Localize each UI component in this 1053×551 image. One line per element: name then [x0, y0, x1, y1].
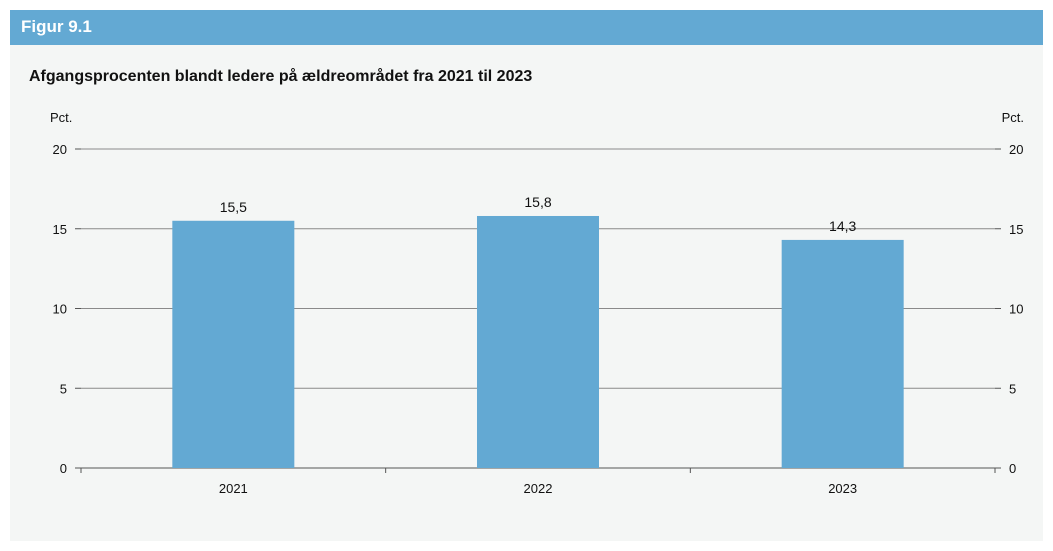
y-axis-label-left: Pct.: [50, 110, 72, 125]
labels: 0 0 5 5 10 10 15 15 20 20 Pct. Pct. 15,5 2021 15,8 2022…: [50, 110, 1024, 496]
y-axis-label-right: Pct.: [1002, 110, 1024, 125]
x-tick-label-2022: 2022: [524, 481, 553, 496]
y-tick-label-right: 15: [1009, 222, 1023, 237]
bar-2022: [477, 215, 599, 468]
data-label-2021: 15,5: [220, 199, 247, 215]
x-tick-label-2023: 2023: [828, 481, 857, 496]
chart-title: Afgangsprocenten blandt ledere på ældreo…: [29, 68, 533, 85]
bar-2021: [172, 220, 295, 468]
figure-header: Figur 9.1: [10, 10, 1043, 45]
data-label-2022: 15,8: [524, 194, 551, 210]
y-tick-label-left: 10: [53, 302, 67, 317]
y-tick-label-left: 5: [60, 381, 67, 396]
y-tick-label-right: 10: [1009, 302, 1023, 317]
y-tick-label-right: 0: [1009, 461, 1016, 476]
bar-2023: [781, 239, 904, 468]
bars: [172, 215, 904, 468]
x-tick-label-2021: 2021: [219, 481, 248, 496]
figure-label: Figur 9.1: [21, 17, 92, 36]
y-tick-label-right: 5: [1009, 381, 1016, 396]
figure-panel: Figur 9.1 Afgangsprocenten blandt ledere…: [10, 10, 1043, 541]
y-tick-label-left: 0: [60, 461, 67, 476]
y-tick-label-left: 20: [53, 142, 67, 157]
axes: [75, 148, 1001, 473]
y-tick-label-left: 15: [53, 222, 67, 237]
bar-chart: 0 0 5 5 10 10 15 15 20 20 Pct. Pct. 15,5 2021 15,8 2022…: [50, 110, 1024, 496]
data-label-2023: 14,3: [829, 218, 856, 234]
y-tick-label-right: 20: [1009, 142, 1023, 157]
